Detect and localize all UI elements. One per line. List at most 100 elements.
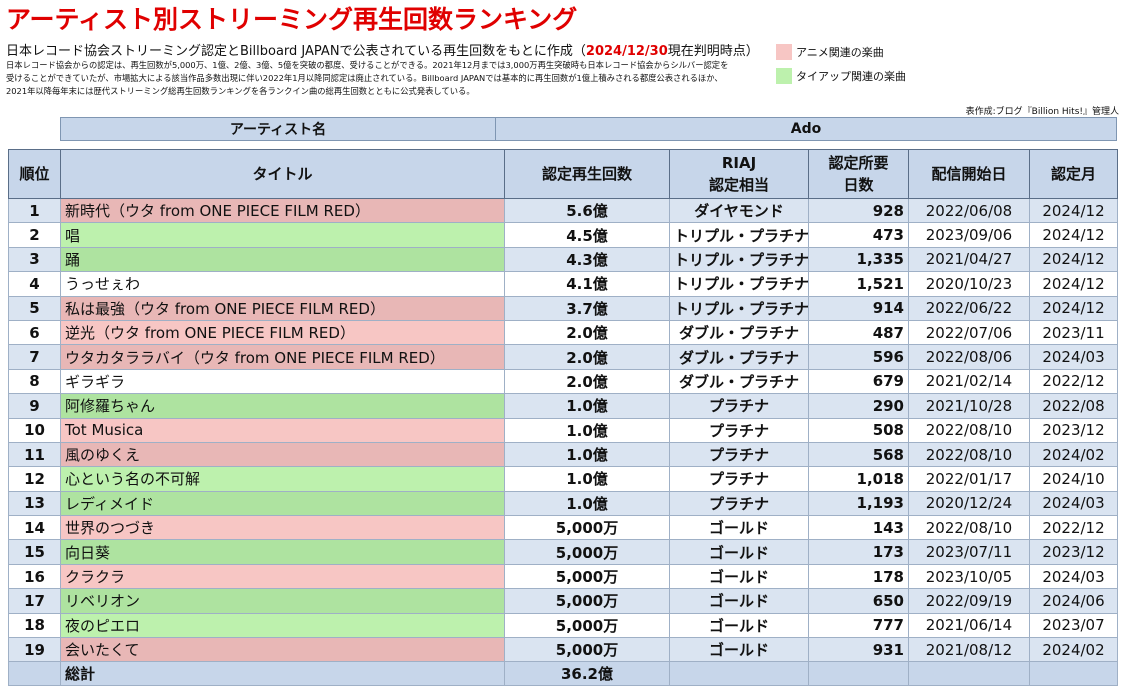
table-row: 16 クラクラ 5,000万 ゴールド 178 2023/10/05 2024/03: [8, 563, 1118, 590]
plays-cell: 4.3億: [504, 246, 670, 273]
riaj-cell: ゴールド: [669, 588, 809, 614]
cert-month-cell: 2024/10: [1029, 466, 1118, 492]
riaj-cell: ゴールド: [669, 637, 809, 663]
plays-cell: 1.0億: [504, 490, 670, 517]
days-cell: 508: [808, 417, 909, 443]
table-row: 10 Tot Musica 1.0億 プラチナ 508 2022/08/10 2023/12: [8, 417, 1118, 443]
release-cell: 2022/07/06: [908, 319, 1030, 346]
rank-cell: 2: [8, 222, 61, 248]
cert-month-cell: 2024/12: [1029, 197, 1118, 224]
cert-month-cell: 2022/12: [1029, 368, 1118, 395]
plays-cell: 5,000万: [504, 588, 670, 614]
table-row: 19 会いたくて 5,000万 ゴールド 931 2021/08/12 2024/02: [8, 637, 1118, 663]
legend-tieup: タイアップ関連の楽曲: [776, 68, 906, 84]
plays-cell: 1.0億: [504, 393, 670, 419]
col-riaj: RIAJ 認定相当: [669, 149, 809, 199]
legend-anime: アニメ関連の楽曲: [776, 44, 884, 60]
total-empty-riaj: [669, 661, 809, 686]
days-cell: 473: [808, 222, 909, 248]
title-cell: 阿修羅ちゃん: [60, 393, 505, 419]
plays-cell: 5,000万: [504, 563, 670, 590]
days-cell: 487: [808, 319, 909, 346]
release-cell: 2021/10/28: [908, 393, 1030, 419]
table-row: 5 私は最強（ウタ from ONE PIECE FILM RED） 3.7億 トリプ…: [8, 295, 1118, 321]
notes: 日本レコード協会からの認定は、再生回数が5,000万、1億、2億、3億、5億を突…: [6, 59, 766, 98]
rank-cell: 1: [8, 197, 61, 224]
release-cell: 2020/12/24: [908, 490, 1030, 517]
table-row: 3 踊 4.3億 トリプル・プラチナ 1,335 2021/04/27 2024/12: [8, 246, 1118, 273]
legend-anime-label: アニメ関連の楽曲: [796, 46, 884, 59]
plays-cell: 5,000万: [504, 515, 670, 541]
title-cell: ギラギラ: [60, 368, 505, 395]
riaj-cell: トリプル・プラチナ: [669, 246, 809, 273]
title-cell: 新時代（ウタ from ONE PIECE FILM RED）: [60, 197, 505, 224]
rank-cell: 4: [8, 271, 61, 297]
title-cell: うっせぇわ: [60, 271, 505, 297]
cert-month-cell: 2024/12: [1029, 271, 1118, 297]
release-cell: 2020/10/23: [908, 271, 1030, 297]
table-row: 4 うっせぇわ 4.1億 トリプル・プラチナ 1,521 2020/10/23 2024/1…: [8, 271, 1118, 297]
cert-month-cell: 2024/06: [1029, 588, 1118, 614]
artist-row: アーティスト名 Ado: [60, 117, 1117, 141]
note-line-3: 2021年以降毎年末には歴代ストリーミング総再生回数ランキングを各ランクイン曲の…: [6, 86, 475, 96]
total-plays: 36.2億: [504, 661, 670, 686]
table-row: 12 心という名の不可解 1.0億 プラチナ 1,018 2022/01/17 2024/1…: [8, 466, 1118, 492]
plays-cell: 2.0億: [504, 368, 670, 395]
cert-month-cell: 2024/02: [1029, 441, 1118, 468]
title-cell: Tot Musica: [60, 417, 505, 443]
col-plays: 認定再生回数: [504, 149, 670, 199]
table-row: 2 唱 4.5億 トリプル・プラチナ 473 2023/09/06 2024/12: [8, 222, 1118, 248]
plays-cell: 4.5億: [504, 222, 670, 248]
rank-cell: 12: [8, 466, 61, 492]
table-row: 8 ギラギラ 2.0億 ダブル・プラチナ 679 2021/02/14 2022/12: [8, 368, 1118, 395]
release-cell: 2022/09/19: [908, 588, 1030, 614]
release-cell: 2021/02/14: [908, 368, 1030, 395]
col-rank: 順位: [8, 149, 61, 199]
note-line-1: 日本レコード協会からの認定は、再生回数が5,000万、1億、2億、3億、5億を突…: [6, 60, 729, 70]
days-cell: 173: [808, 539, 909, 565]
release-cell: 2022/08/06: [908, 344, 1030, 370]
col-riaj-line1: RIAJ: [721, 154, 757, 172]
rank-cell: 16: [8, 563, 61, 590]
rank-cell: 9: [8, 393, 61, 419]
plays-cell: 3.7億: [504, 295, 670, 321]
artist-label: アーティスト名: [60, 117, 496, 141]
title-cell: 向日葵: [60, 539, 505, 565]
table-row: 15 向日葵 5,000万 ゴールド 173 2023/07/11 2023/12: [8, 539, 1118, 565]
total-empty-month: [1029, 661, 1118, 686]
plays-cell: 1.0億: [504, 417, 670, 443]
title-cell: ウタカタララバイ（ウタ from ONE PIECE FILM RED）: [60, 344, 505, 370]
release-cell: 2022/06/22: [908, 295, 1030, 321]
cert-month-cell: 2024/03: [1029, 563, 1118, 590]
col-release: 配信開始日: [908, 149, 1030, 199]
riaj-cell: ゴールド: [669, 515, 809, 541]
rank-cell: 19: [8, 637, 61, 663]
riaj-cell: ダブル・プラチナ: [669, 344, 809, 370]
plays-cell: 2.0億: [504, 319, 670, 346]
days-cell: 1,335: [808, 246, 909, 273]
release-cell: 2022/08/10: [908, 417, 1030, 443]
rank-cell: 7: [8, 344, 61, 370]
credit: 表作成:ブログ『Billion Hits!』管理人: [965, 107, 1119, 117]
title-cell: 唱: [60, 222, 505, 248]
table-row: 18 夜のピエロ 5,000万 ゴールド 777 2021/06/14 2023/07: [8, 612, 1118, 639]
release-cell: 2022/06/08: [908, 197, 1030, 224]
note-line-2: 受けることができていたが、市場拡大による該当作品多数出現に伴い2022年1月以降…: [6, 73, 723, 83]
days-cell: 931: [808, 637, 909, 663]
plays-cell: 2.0億: [504, 344, 670, 370]
days-cell: 928: [808, 197, 909, 224]
days-cell: 178: [808, 563, 909, 590]
table-row: 11 風のゆくえ 1.0億 プラチナ 568 2022/08/10 2024/02: [8, 441, 1118, 468]
release-cell: 2023/10/05: [908, 563, 1030, 590]
plays-cell: 5,000万: [504, 539, 670, 565]
total-rank-cell: [8, 661, 61, 686]
cert-month-cell: 2023/07: [1029, 612, 1118, 639]
days-cell: 596: [808, 344, 909, 370]
plays-cell: 5,000万: [504, 612, 670, 639]
days-cell: 914: [808, 295, 909, 321]
table-row: 6 逆光（ウタ from ONE PIECE FILM RED） 2.0億 ダブル・プ…: [8, 319, 1118, 346]
legend-tieup-label: タイアップ関連の楽曲: [796, 70, 906, 83]
title-cell: 世界のつづき: [60, 515, 505, 541]
title-cell: 会いたくて: [60, 637, 505, 663]
riaj-cell: ゴールド: [669, 563, 809, 590]
